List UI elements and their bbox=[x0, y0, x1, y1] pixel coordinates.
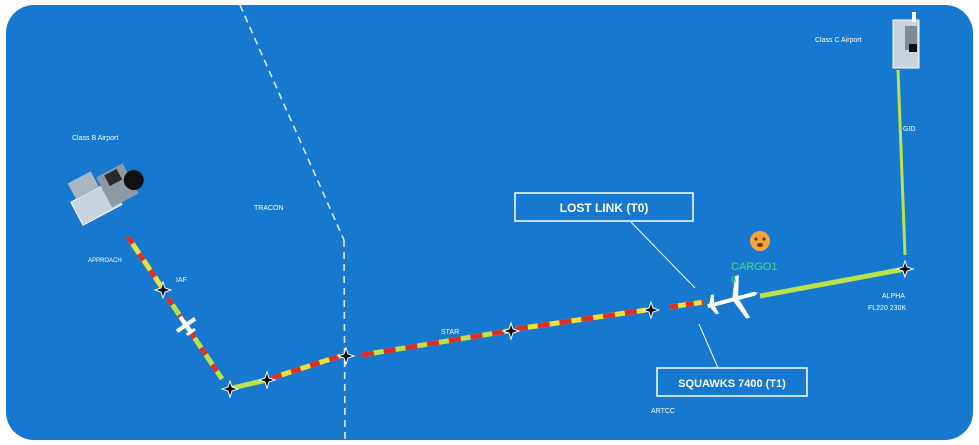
cargo1-data-tag: 6 bbox=[731, 275, 737, 286]
gid-label: GID bbox=[903, 126, 915, 133]
cleared-route-to-alpha bbox=[759, 266, 906, 299]
tracon-label: TRACON bbox=[254, 205, 284, 212]
class-b-airport-icon bbox=[67, 163, 144, 226]
airspace-background bbox=[6, 5, 973, 440]
lost-link-pointer bbox=[629, 220, 696, 289]
alpha-fix-icon bbox=[895, 259, 915, 279]
cargo1-heading-vector bbox=[742, 293, 757, 298]
alpha-fix-label: ALPHA bbox=[882, 293, 905, 300]
alpha-altitude-label: FL220 230K bbox=[868, 305, 906, 312]
approach-label: APPROACH bbox=[88, 258, 122, 264]
lost-link-callout bbox=[514, 192, 694, 222]
flight-route bbox=[125, 235, 705, 391]
iaf-label: IAF bbox=[176, 277, 187, 284]
waypoint-icon bbox=[336, 346, 356, 366]
class-b-airport-label: Class B Airport bbox=[72, 135, 118, 142]
gid-route bbox=[896, 69, 907, 256]
tracon-boundary-line bbox=[239, 4, 345, 241]
squawks-callout-text: SQUAWKS 7400 (T1) bbox=[678, 378, 786, 390]
class-c-airport-icon bbox=[892, 12, 920, 69]
artcc-label: ARTCC bbox=[651, 408, 675, 415]
class-c-airport-label: Class C Airport bbox=[815, 37, 862, 44]
star-label: STAR bbox=[441, 329, 459, 336]
waypoint-icon bbox=[257, 370, 277, 390]
lost-link-callout-text: LOST LINK (T0) bbox=[560, 201, 649, 215]
waypoint-icon bbox=[641, 300, 661, 320]
waypoint-icon bbox=[220, 379, 240, 399]
approach-aircraft-icon bbox=[175, 315, 197, 337]
squawks-pointer bbox=[698, 323, 719, 369]
warning-face-icon bbox=[750, 231, 770, 251]
squawks-callout bbox=[656, 367, 808, 397]
cargo1-callsign: CARGO1 bbox=[731, 261, 777, 273]
waypoint-icon bbox=[153, 280, 173, 300]
artcc-boundary-line bbox=[343, 239, 346, 441]
waypoint-icon bbox=[501, 321, 521, 341]
